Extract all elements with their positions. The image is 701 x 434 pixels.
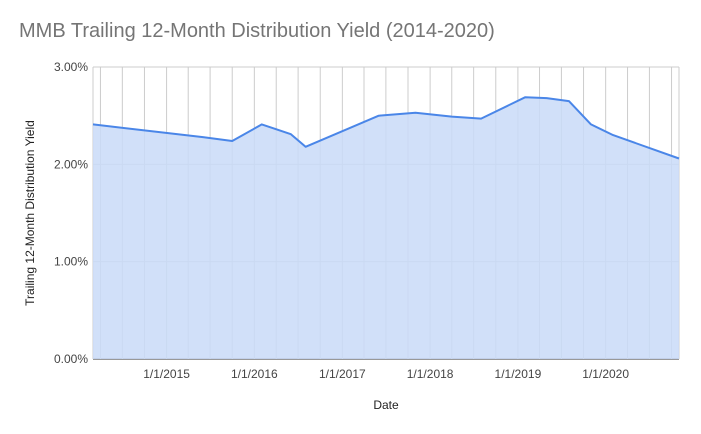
y-tick-label: 1.00% (54, 255, 88, 269)
x-tick-label: 1/1/2018 (407, 367, 454, 381)
x-tick-label: 1/1/2020 (582, 367, 629, 381)
y-tick-label: 3.00% (54, 60, 88, 74)
x-axis-ticks: 1/1/2015 1/1/2016 1/1/2017 1/1/2018 1/1/2019… (143, 367, 629, 381)
y-axis-label: Trailing 12-Month Distribution Yield (23, 120, 37, 306)
x-tick-label: 1/1/2019 (495, 367, 542, 381)
x-tick-label: 1/1/2015 (143, 367, 190, 381)
y-tick-label: 0.00% (54, 352, 88, 366)
y-tick-label: 2.00% (54, 157, 88, 171)
series-line (92, 96, 680, 160)
series-area-fill (93, 97, 679, 359)
x-tick-label: 1/1/2017 (319, 367, 366, 381)
x-tick-label: 1/1/2016 (231, 367, 278, 381)
y-axis-ticks: 0.00% 1.00% 2.00% 3.00% (54, 60, 88, 366)
x-axis-label: Date (373, 398, 399, 412)
chart-title: MMB Trailing 12-Month Distribution Yield… (19, 20, 495, 42)
